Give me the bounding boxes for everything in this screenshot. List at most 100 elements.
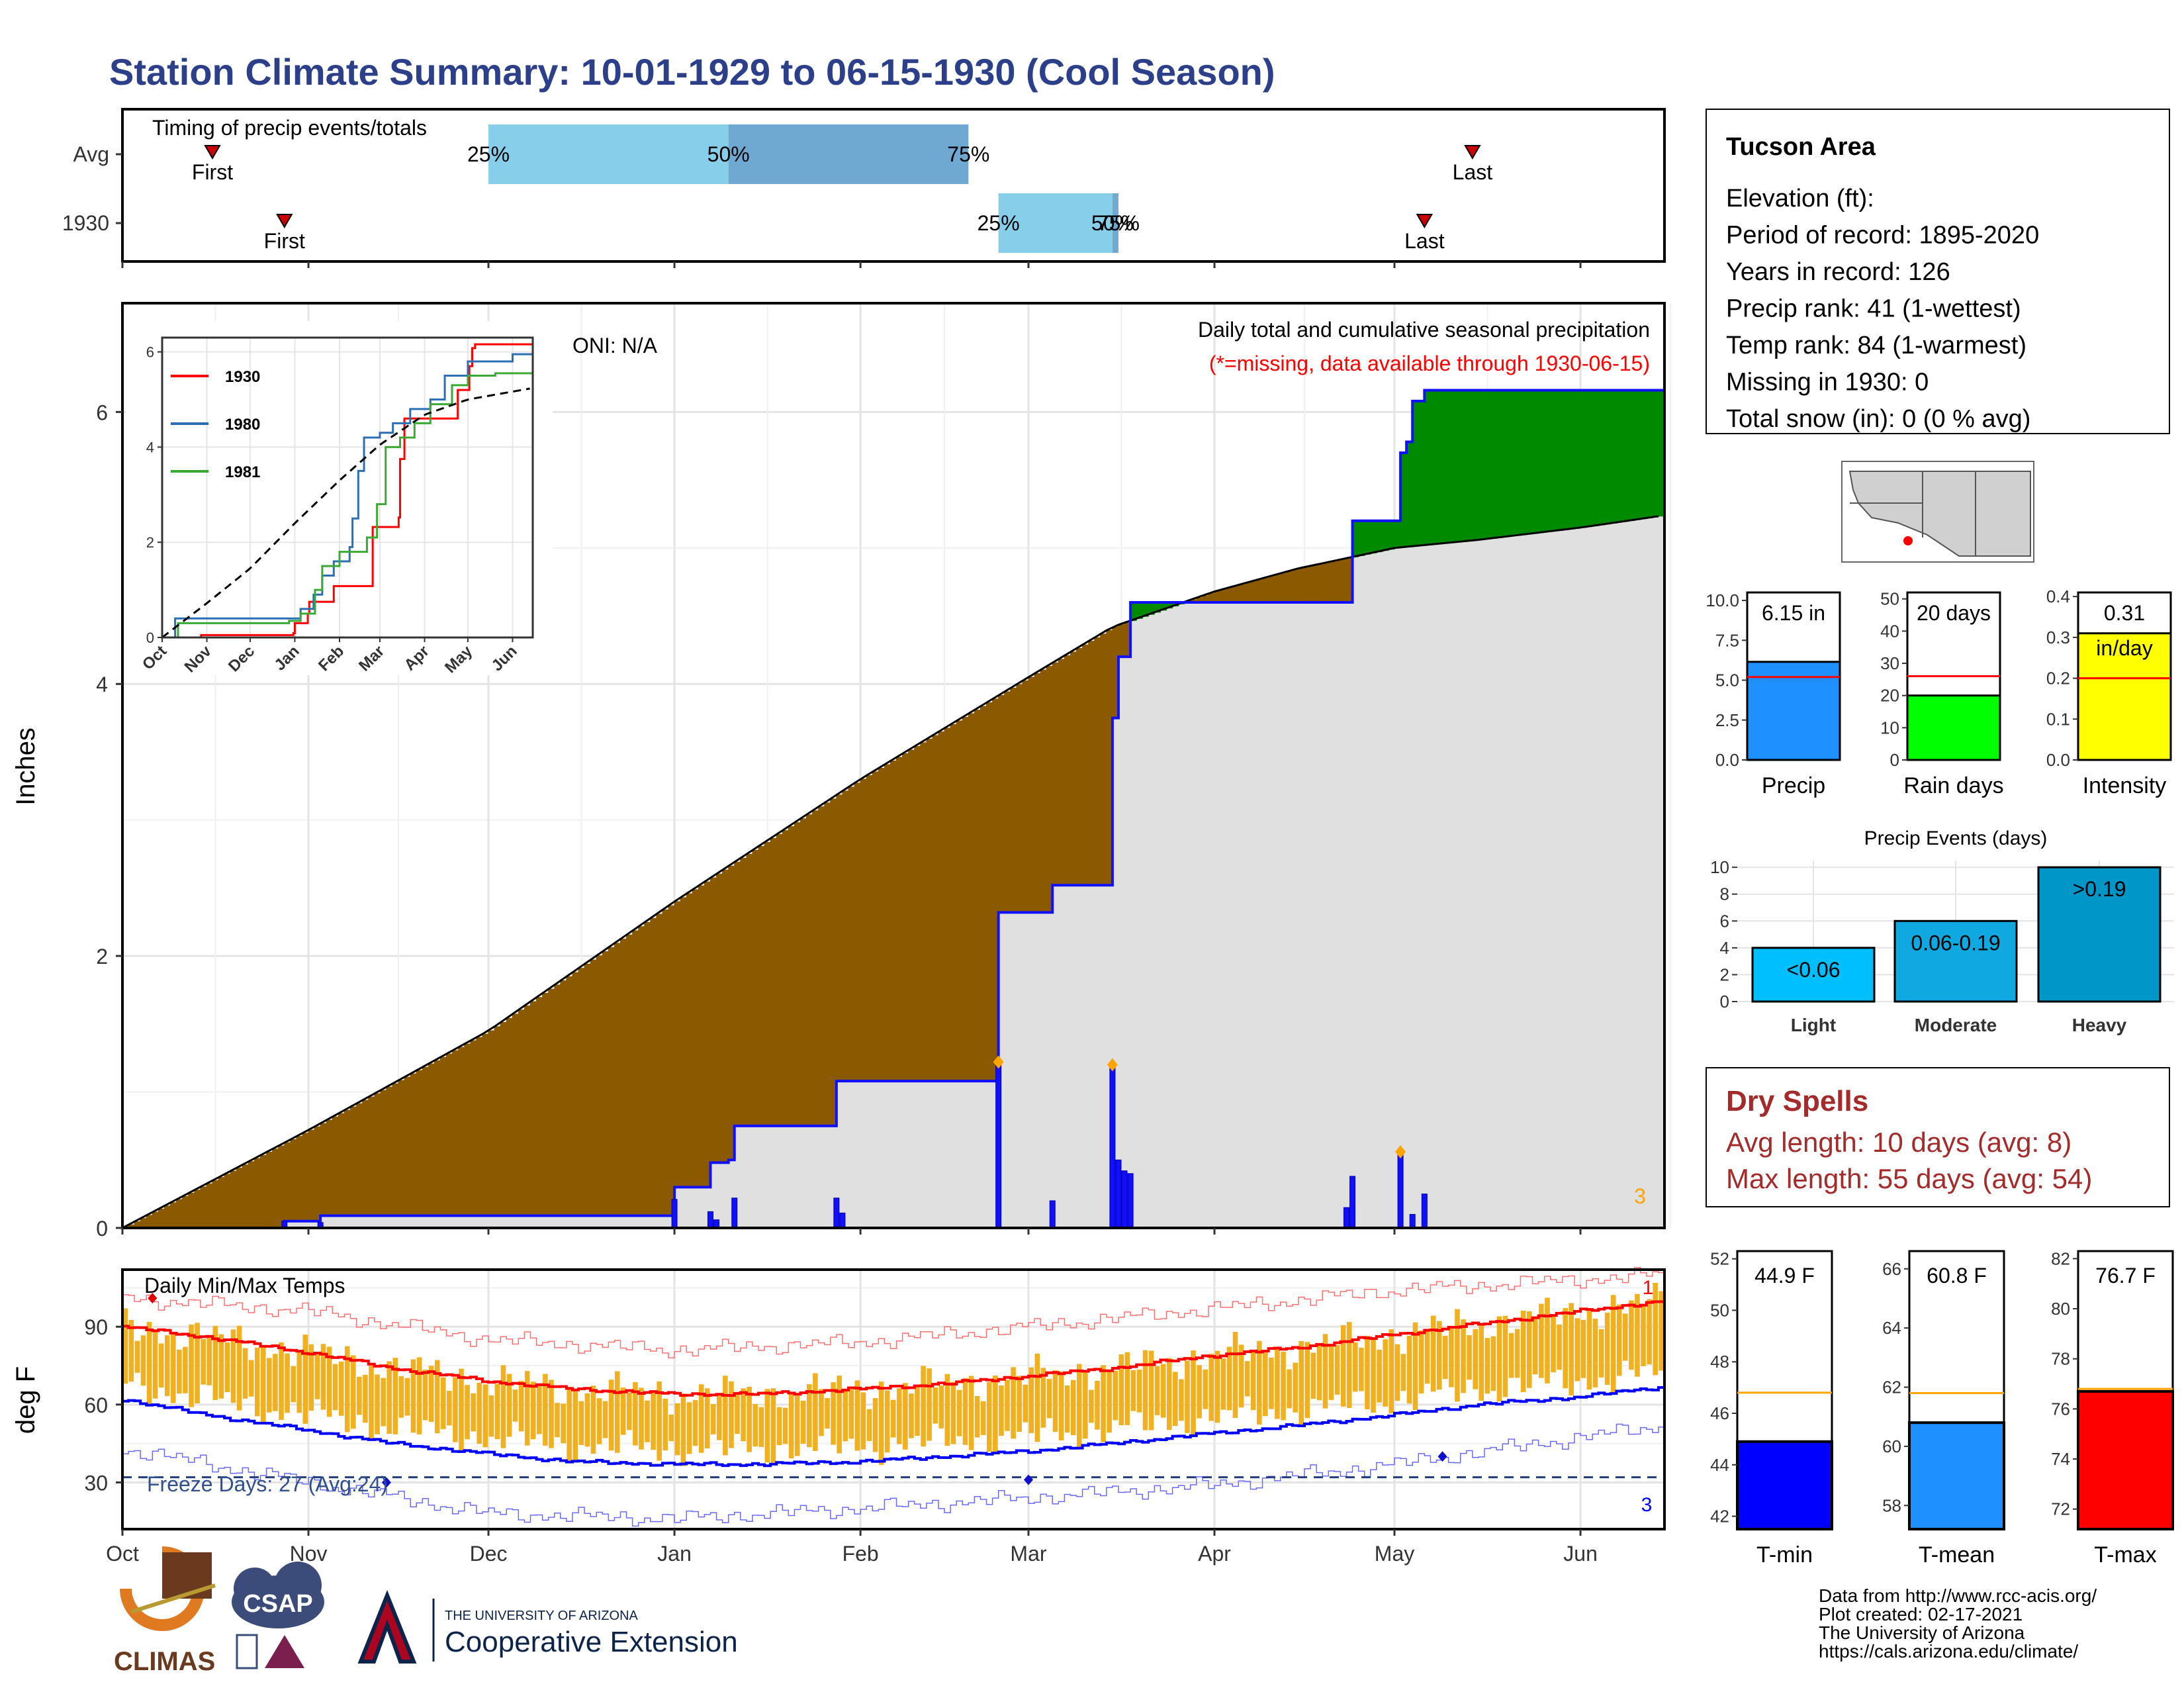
temp-month-label: Oct [106, 1542, 139, 1566]
average-max-line [122, 1299, 1666, 1397]
temp-bar-value: 44.9 F [1754, 1264, 1815, 1288]
total-bar-ytick-label: 40 [1880, 621, 1899, 641]
daily-precip-bar [1115, 1159, 1122, 1229]
temp-marks [122, 1266, 1666, 1527]
total-bar-value: 6.15 in [1762, 601, 1825, 625]
daily-precip-bar [839, 1212, 846, 1229]
daily-precip-peak-marker [1395, 1145, 1406, 1158]
season-temp-bars: 44.9 F T-min 42 44 46 48 50 52 60.8 F T-mean 58 60 6… [1710, 1248, 2174, 1568]
temp-month-label: Apr [1198, 1542, 1231, 1566]
temp-bar [2077, 1389, 2174, 1530]
timing-first-marker [276, 214, 293, 228]
events-ytick-label: 6 [1720, 911, 1729, 931]
daily-precip-bar [1343, 1207, 1349, 1229]
events-bar-value: 0.06-0.19 [1911, 931, 2000, 955]
inset-lines [161, 343, 534, 639]
total-bar [2077, 632, 2172, 761]
events-bar-label: Light [1791, 1015, 1836, 1035]
station-info-box: Tucson Area Elevation (ft): Period of rec… [1706, 109, 2170, 434]
daily-precip-bar [1397, 1151, 1404, 1229]
total-bar-value: 0.31 [2104, 601, 2145, 625]
events-ytick-label: 4 [1720, 938, 1729, 958]
events-ytick-label: 2 [1720, 964, 1729, 984]
daily-precip-bar [671, 1199, 678, 1229]
temp-bar-ytick-label: 80 [2051, 1299, 2070, 1319]
inset-series-1930 [162, 343, 533, 639]
daily-temp-range-bars [122, 1282, 1664, 1466]
temp-bar-ytick-label: 42 [1710, 1507, 1729, 1526]
record-max-line [122, 1266, 1665, 1359]
timing-label-75: 75% [1097, 211, 1140, 235]
timing-label-50: 50% [1091, 211, 1134, 235]
temp-bar-ytick-label: 82 [2051, 1248, 2070, 1268]
timing-label-75: 75% [947, 142, 989, 166]
daily-precip-bar [1349, 1176, 1356, 1229]
footer-credit-line: Plot created: 02-17-2021 [1819, 1604, 2023, 1624]
total-bar-ytick-label: 0.0 [1715, 750, 1739, 770]
csap-cloud-puff [234, 1568, 276, 1610]
daily-precip-bar [1121, 1170, 1128, 1229]
daily-precip-bar [1049, 1200, 1056, 1229]
temp-month-label: Nov [290, 1542, 328, 1566]
timing-row-label: 1930 [62, 211, 109, 235]
station-info-line: Years in record: 126 [1726, 258, 1950, 286]
daily-precip-bar [731, 1197, 738, 1229]
precip-note: Daily total and cumulative seasonal prec… [1198, 318, 1650, 342]
total-bar-label: Rain days [1903, 773, 2003, 798]
timing-label-25: 25% [467, 142, 510, 166]
temp-month-label: Jan [657, 1542, 692, 1566]
page-title: Station Climate Summary: 10-01-1929 to 0… [109, 51, 1275, 93]
temp-bar-label: T-mean [1919, 1542, 1995, 1568]
temp-title: Daily Min/Max Temps [144, 1274, 345, 1297]
temp-top-corner: 1 [1643, 1277, 1654, 1299]
daily-precip-bar [1109, 1064, 1116, 1229]
station-location-dot [1903, 536, 1913, 545]
events-bar [1893, 919, 2018, 1003]
total-bar-label: Intensity [2083, 773, 2167, 798]
temp-frame [121, 1268, 1666, 1530]
ua-a-mark [357, 1589, 417, 1664]
temp-axes: 30 60 90 Oct Nov Dec Jan Feb Mar Apr May Jun [84, 1315, 1597, 1566]
total-bar-ytick-label: 30 [1880, 653, 1899, 673]
inset-ytick-label: 4 [146, 439, 154, 455]
footer-credit-line: https://cals.arizona.edu/climate/ [1819, 1641, 2078, 1662]
record-min-line [122, 1423, 1665, 1527]
precip-panel: 0 2 4 6 Inches ONI: N/A Daily total and cum… [11, 302, 1672, 1241]
footer-logos: CLIMAS CSAP THE UNIVERSITY OF ARIZONA Co… [114, 1546, 738, 1676]
csap-chart-icon [236, 1634, 258, 1669]
temp-bar-label: T-max [2094, 1542, 2156, 1568]
precip-axes: 0 2 4 6 [96, 400, 1582, 1241]
precip-ytick-label: 2 [96, 945, 108, 968]
temp-bar-value: 60.8 F [1927, 1264, 1987, 1288]
events-ytick-label: 0 [1720, 992, 1729, 1011]
inset-frame [161, 336, 534, 639]
inset-legend-label: 1980 [225, 416, 260, 434]
temp-month-label: Jun [1563, 1542, 1598, 1566]
total-bar-ytick-label: 10 [1880, 718, 1899, 737]
csap-logo: CSAP [232, 1562, 324, 1669]
footer-credit-line: Data from http://www.rcc-acis.org/ [1819, 1585, 2097, 1606]
inset-grid [161, 338, 533, 638]
precip-events-chart: Precip Events (days) <0.06 Light 0.06-0.19 M… [1710, 827, 2174, 1035]
timing-first-marker [204, 145, 221, 160]
events-ytick-label: 8 [1720, 884, 1729, 904]
temp-bottom-corner: 3 [1641, 1494, 1653, 1516]
ua-big-text: Cooperative Extension [445, 1626, 738, 1658]
total-bar-ytick-label: 2.5 [1715, 710, 1739, 730]
timing-last-marker [1416, 214, 1433, 228]
timing-bar-25-50 [998, 193, 1113, 253]
temp-bar-ytick-label: 62 [1882, 1378, 1901, 1397]
ua-small-text: THE UNIVERSITY OF ARIZONA [445, 1609, 639, 1623]
temp-bar-value: 76.7 F [2095, 1264, 2156, 1288]
precip-corner-label: 3 [1634, 1184, 1646, 1208]
timing-last-marker [1464, 145, 1481, 160]
precip-ytick-label: 0 [96, 1217, 108, 1241]
season-total-bars: 6.15 in Precip 0.0 2.5 5.0 7.5 10.0 20 days Rain… [1706, 586, 2172, 798]
climas-logo-block [162, 1552, 212, 1599]
inset-legend-label: 1930 [225, 368, 260, 386]
daily-precip-bar [833, 1197, 840, 1229]
temp-month-label: Dec [470, 1542, 508, 1566]
total-bar-unit: in/day [2096, 636, 2152, 660]
